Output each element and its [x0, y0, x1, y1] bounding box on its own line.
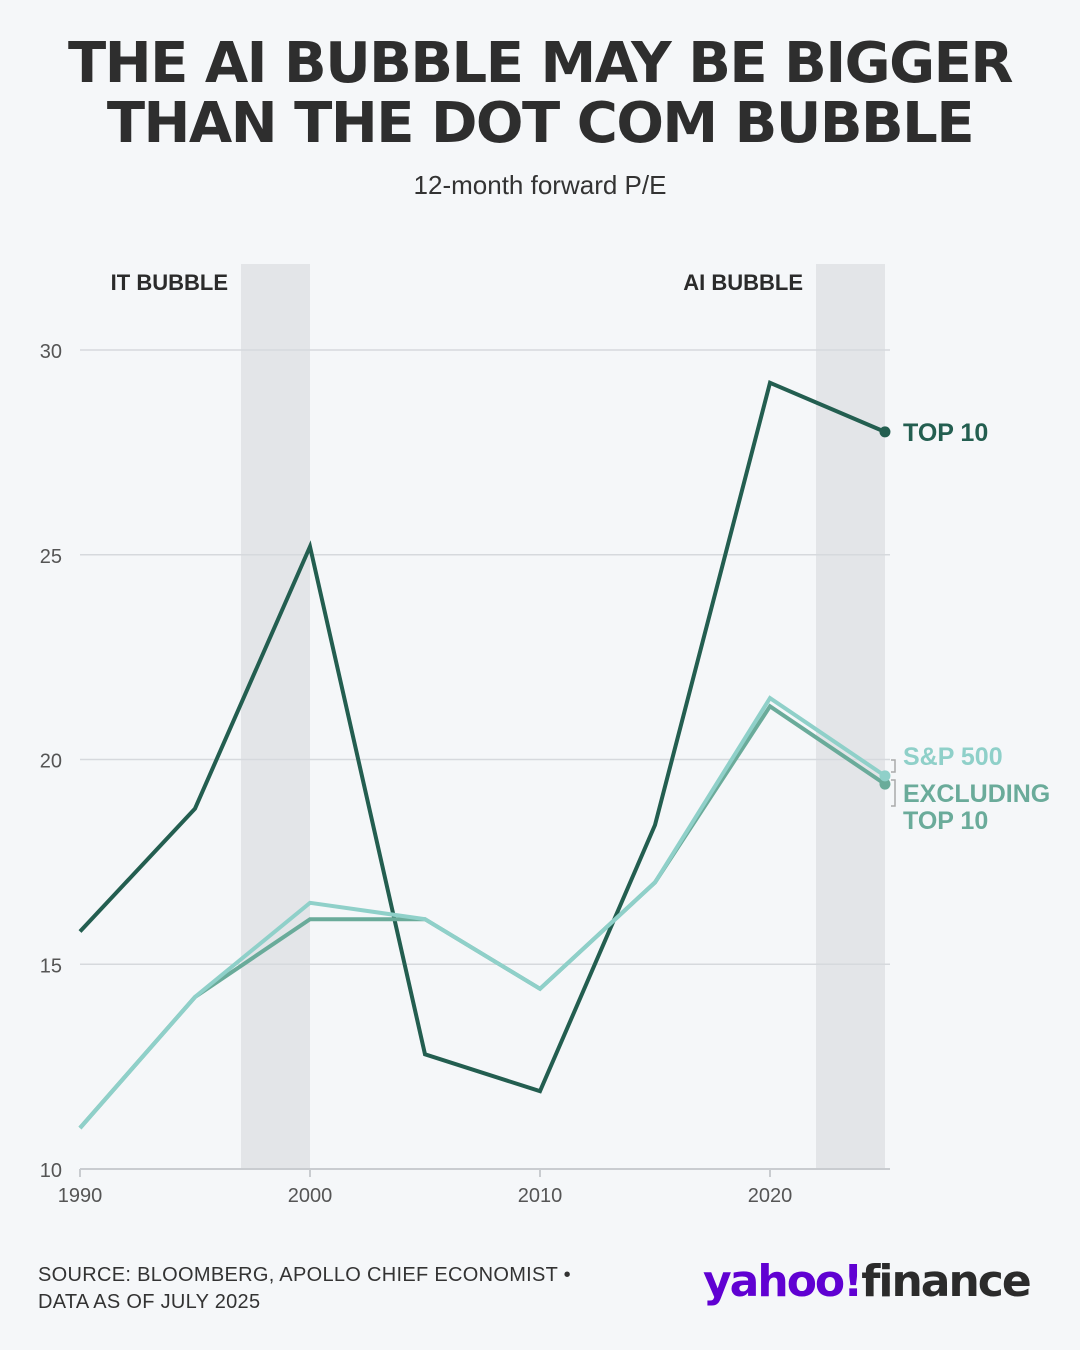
series-label-sp-500: S&P 500 [903, 743, 1003, 771]
series-label-top-10: TOP 10 [903, 419, 988, 447]
shaded-region-it-bubble [241, 264, 310, 1169]
chart-title: THE AI BUBBLE MAY BE BIGGER THAN THE DOT… [0, 34, 1080, 154]
y-tick-label-30: 30 [40, 341, 62, 363]
chart-title-line-1: THE AI BUBBLE MAY BE BIGGER [68, 31, 1013, 96]
x-tick-label-2020: 2020 [748, 1185, 793, 1207]
series-label-excluding-top-10: EXCLUDING TOP 10 [903, 780, 1050, 835]
bracket-sp-500 [891, 759, 896, 773]
y-tick-label-25: 25 [40, 546, 62, 568]
end-point-top-10 [879, 426, 891, 438]
region-label-it-bubble: IT BUBBLE [111, 270, 228, 295]
region-label-ai-bubble: AI BUBBLE [683, 270, 803, 295]
source-line-1: SOURCE: BLOOMBERG, APOLLO CHIEF ECONOMIS… [38, 1264, 571, 1286]
yahoo-finance-logo: yahoo!finance [703, 1256, 1032, 1307]
x-tick-label-1990: 1990 [58, 1185, 103, 1207]
end-point-excluding-top-10 [879, 778, 891, 790]
source-note: SOURCE: BLOOMBERG, APOLLO CHIEF ECONOMIS… [38, 1262, 571, 1316]
logo-finance: finance [861, 1256, 1031, 1307]
chart-title-line-2: THAN THE DOT COM BUBBLE [106, 91, 975, 156]
end-point-s-p-500 [879, 770, 891, 782]
x-tick-label-2000: 2000 [288, 1185, 333, 1207]
y-tick-label-20: 20 [40, 751, 62, 773]
series-line-top-10 [78, 380, 886, 1094]
chart-subtitle: 12-month forward P/E [413, 170, 667, 200]
series-line-excluding-top-10 [78, 703, 887, 1130]
series-line-s-p-500 [78, 695, 887, 1130]
source-line-2: DATA AS OF JULY 2025 [38, 1291, 261, 1313]
y-tick-label-15: 15 [40, 955, 62, 977]
logo-yahoo: yahoo! [703, 1256, 863, 1307]
bracket-excluding-top-10 [891, 779, 896, 807]
shaded-region-ai-bubble [816, 264, 885, 1169]
y-tick-label-10: 10 [40, 1160, 62, 1182]
x-tick-label-2010: 2010 [518, 1185, 563, 1207]
